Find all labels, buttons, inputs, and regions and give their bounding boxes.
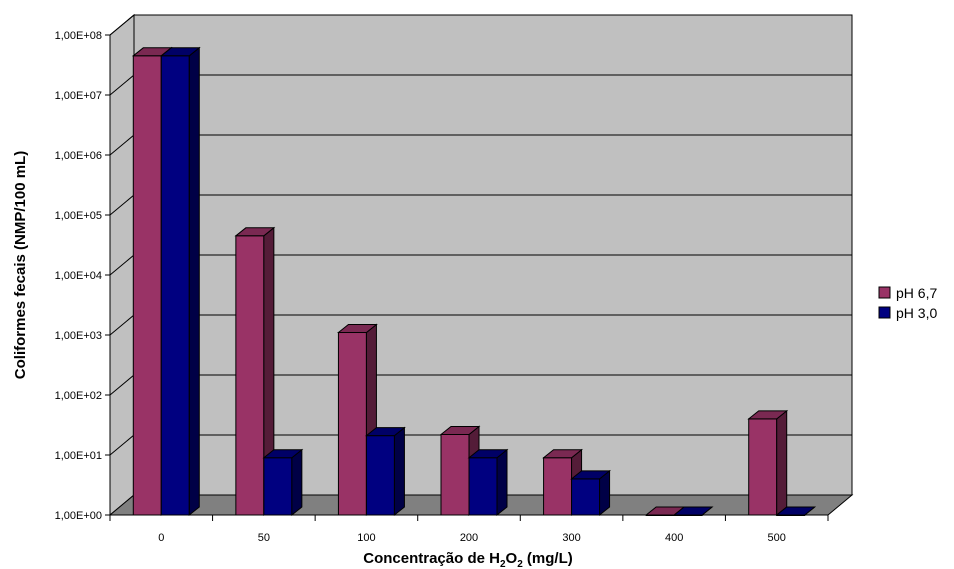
bar-front (365, 435, 395, 516)
bar-top (365, 427, 406, 437)
y-tick-label: 1,00E+08 (55, 30, 102, 42)
bar-side (393, 426, 405, 517)
bar-front (440, 433, 470, 516)
bar (365, 426, 406, 517)
bar-top (775, 506, 817, 516)
bar-top (747, 410, 789, 420)
bar-top (234, 227, 276, 237)
legend: pH 6,7 pH 3,0 (878, 285, 937, 321)
bar (747, 409, 789, 517)
bar (262, 448, 304, 517)
bars (131, 46, 817, 517)
bar (775, 506, 817, 516)
legend-swatch (878, 286, 891, 299)
bar-side (291, 448, 303, 517)
y-tick-labels: 1,00E+00 1,00E+01 1,00E+02 1,00E+03 1,00E+04… (55, 30, 102, 522)
bar-front (132, 55, 162, 516)
y-tick-label: 1,00E+02 (55, 390, 102, 402)
bar-side (776, 409, 788, 517)
bar (467, 448, 509, 517)
bar (159, 46, 201, 517)
legend-label: pH 3,0 (896, 305, 937, 321)
bar-side (188, 46, 200, 517)
y-tick-label: 1,00E+00 (55, 510, 102, 522)
bar-front (748, 418, 778, 516)
bar-top (467, 449, 509, 459)
x-tick-label: 400 (665, 532, 683, 544)
x-tick-label: 500 (768, 532, 786, 544)
y-tick-label: 1,00E+04 (55, 270, 102, 282)
bar-top (159, 47, 201, 57)
gridline (109, 14, 852, 36)
y-tick-label: 1,00E+06 (55, 150, 102, 162)
bar-top (542, 449, 583, 459)
bar-front (337, 332, 367, 516)
y-tick-label: 1,00E+03 (55, 330, 102, 342)
y-tick-label: 1,00E+07 (55, 90, 102, 102)
chart-walls (108, 13, 854, 517)
bar-top (337, 324, 378, 334)
x-tick-label: 300 (562, 532, 580, 544)
bar-front (263, 457, 293, 516)
bar-top (672, 506, 714, 516)
x-tick-label: 50 (258, 532, 270, 544)
bar-top (262, 449, 304, 459)
x-tick-label: 200 (460, 532, 478, 544)
bar-front (571, 478, 601, 516)
bar-front (235, 235, 265, 516)
y-tick-label: 1,00E+05 (55, 210, 102, 222)
bar (234, 226, 276, 517)
bar (672, 506, 714, 516)
y-axis-title: Coliformes fecais (NMP/100 mL) (12, 151, 29, 379)
bar-front (468, 457, 498, 516)
x-tick-labels: 0 50 100 200 300 400 500 (158, 532, 786, 544)
legend-swatch (878, 306, 891, 319)
bar-side (496, 448, 508, 517)
bar-front (543, 457, 573, 516)
bar (570, 469, 611, 517)
x-axis-title: Concentração de H2O2 (mg/L) (363, 550, 573, 569)
bar-front (160, 55, 190, 516)
y-tick-label: 1,00E+01 (55, 450, 102, 462)
x-tick-label: 0 (158, 532, 164, 544)
bar-top (570, 470, 611, 480)
legend-label: pH 6,7 (896, 285, 937, 301)
bar-top (439, 425, 481, 435)
x-tick-label: 100 (357, 532, 375, 544)
